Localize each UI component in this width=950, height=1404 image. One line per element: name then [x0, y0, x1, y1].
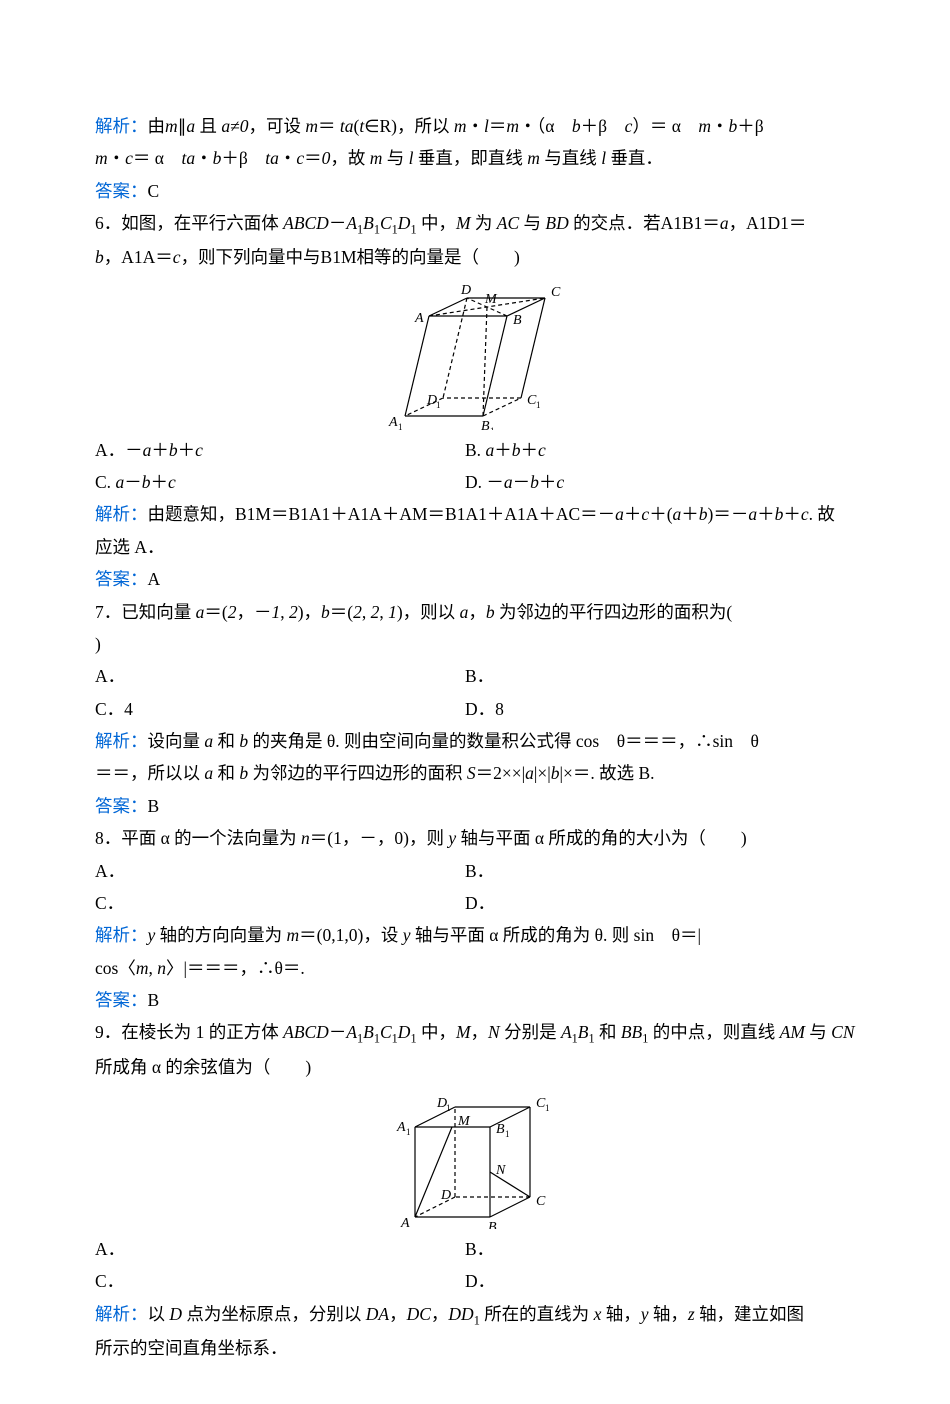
solution-9: 解析：以 D 点为坐标原点，分别以 DA，DC，DD1 所在的直线为 x 轴，y…: [95, 1298, 855, 1332]
svg-text:B: B: [488, 1220, 497, 1229]
option-b: B．: [465, 855, 855, 887]
option-b: B．: [465, 660, 855, 692]
question-9: 9．在棱长为 1 的正方体 ABCD－A1B1C1D1 中，M，N 分别是 A1…: [95, 1016, 855, 1050]
q7-options-row2: C．4 D．8: [95, 693, 855, 725]
svg-text:A: A: [400, 1216, 410, 1229]
svg-text:A: A: [414, 311, 424, 326]
answer-label: 答案：: [95, 181, 148, 201]
option-d: D．: [465, 887, 855, 919]
svg-text:C: C: [551, 285, 561, 300]
svg-text:1: 1: [446, 1103, 451, 1113]
question-8: 8．平面 α 的一个法向量为 n＝(1，－，0)，则 y 轴与平面 α 所成的角…: [95, 822, 855, 854]
svg-text:M: M: [484, 292, 498, 307]
q8-options-row2: C． D．: [95, 887, 855, 919]
answer-label: 答案：: [95, 796, 148, 816]
option-a: A．－a＋b＋c: [95, 434, 465, 466]
svg-text:1: 1: [545, 1103, 550, 1113]
answer-2: 答案：A: [95, 563, 855, 595]
question-6b: b，A1A＝c，则下列向量中与B1M相等的向量是（ ): [95, 241, 855, 273]
answer-3: 答案：B: [95, 790, 855, 822]
option-a: A．: [95, 855, 465, 887]
q8-options-row1: A． B．: [95, 855, 855, 887]
solution-label: 解析：: [95, 731, 148, 751]
option-d: D．: [465, 1265, 855, 1297]
option-c: C．4: [95, 693, 465, 725]
figure-2: ABCDA1B1C1D1MN: [390, 1089, 560, 1229]
svg-text:1: 1: [505, 1129, 510, 1139]
solution-6b: 应选 A．: [95, 531, 855, 563]
solution-8: 解析：y 轴的方向向量为 m＝(0,1,0)，设 y 轴与平面 α 所成的角为 …: [95, 919, 855, 951]
q9-options-row1: A． B．: [95, 1233, 855, 1265]
answer-label: 答案：: [95, 569, 148, 589]
figure-1: DCMABD1C1A1B1: [385, 280, 565, 430]
figure-2-wrap: ABCDA1B1C1D1MN: [95, 1089, 855, 1229]
q9-options-row2: C． D．: [95, 1265, 855, 1297]
svg-text:1: 1: [536, 400, 541, 410]
svg-text:1: 1: [398, 422, 403, 430]
solution-label: 解析：: [95, 116, 148, 136]
figure-1-wrap: DCMABD1C1A1B1: [95, 280, 855, 430]
svg-text:1: 1: [490, 426, 495, 430]
solution-para-1b: m・c＝ α ta・b＋β ta・c＝0，故 m 与 l 垂直，即直线 m 与直…: [95, 142, 855, 174]
svg-text:N: N: [495, 1163, 506, 1178]
svg-text:A: A: [396, 1120, 406, 1135]
solution-label: 解析：: [95, 925, 148, 945]
solution-8b: cos〈m, n〉|＝＝＝，∴θ＝.: [95, 952, 855, 984]
solution-9b: 所示的空间直角坐标系．: [95, 1332, 855, 1364]
question-9b: 所成角 α 的余弦值为（ ): [95, 1051, 855, 1083]
svg-text:B: B: [513, 313, 522, 328]
question-6: 6．如图，在平行六面体 ABCD－A1B1C1D1 中，M 为 AC 与 BD …: [95, 207, 855, 241]
svg-text:C: C: [536, 1194, 546, 1209]
option-c: C．: [95, 1265, 465, 1297]
svg-text:1: 1: [406, 1127, 411, 1137]
solution-6: 解析：由题意知，B1M＝B1A1＋A1A＋AM＝B1A1＋A1A＋AC＝－a＋c…: [95, 498, 855, 530]
question-7b: ): [95, 628, 855, 660]
solution-7: 解析：设向量 a 和 b 的夹角是 θ. 则由空间向量的数量积公式得 cos θ…: [95, 725, 855, 757]
option-d: D. －a－b＋c: [465, 466, 855, 498]
answer-4: 答案：B: [95, 984, 855, 1016]
question-7: 7．已知向量 a＝(2，－1, 2)，b＝(2, 2, 1)，则以 a，b 为邻…: [95, 596, 855, 628]
q6-options-row2: C. a－b＋c D. －a－b＋c: [95, 466, 855, 498]
option-b: B．: [465, 1233, 855, 1265]
q6-options-row1: A．－a＋b＋c B. a＋b＋c: [95, 434, 855, 466]
option-a: A．: [95, 1233, 465, 1265]
svg-text:B: B: [496, 1122, 505, 1137]
q7-options-row1: A． B．: [95, 660, 855, 692]
svg-text:A: A: [388, 415, 398, 430]
option-a: A．: [95, 660, 465, 692]
svg-text:M: M: [457, 1114, 471, 1129]
solution-label: 解析：: [95, 504, 148, 524]
option-c: C. a－b＋c: [95, 466, 465, 498]
solution-7b: ＝＝，所以以 a 和 b 为邻边的平行四边形的面积 S＝2××|a|×|b|×＝…: [95, 757, 855, 789]
solution-para-1: 解析：由m∥a 且 a≠0，可设 m＝ ta(t∈R)，所以 m・l＝m・（α …: [95, 110, 855, 142]
answer-label: 答案：: [95, 990, 148, 1010]
answer-1: 答案：C: [95, 175, 855, 207]
svg-text:D: D: [440, 1188, 451, 1203]
svg-text:B: B: [481, 419, 490, 430]
svg-text:1: 1: [436, 400, 441, 410]
solution-label: 解析：: [95, 1304, 148, 1324]
option-d: D．8: [465, 693, 855, 725]
option-b: B. a＋b＋c: [465, 434, 855, 466]
option-c: C．: [95, 887, 465, 919]
svg-text:D: D: [460, 283, 471, 298]
